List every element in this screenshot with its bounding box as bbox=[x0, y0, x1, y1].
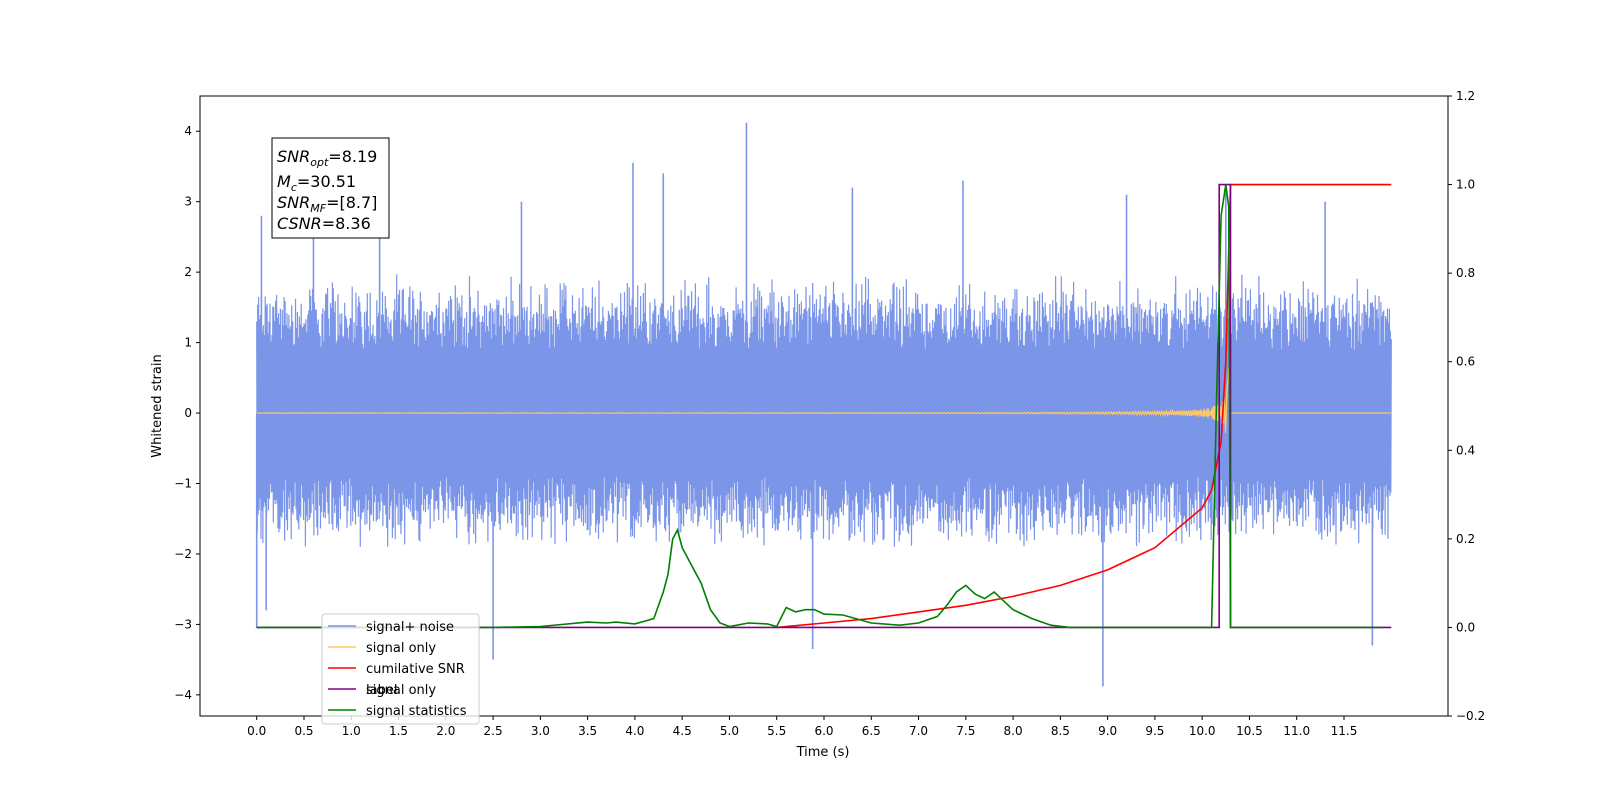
legend-item-signal-only: signal only bbox=[328, 641, 436, 656]
y-axis-left: 4 3 2 1 0 −1 −2 −3 −4 bbox=[174, 124, 200, 702]
right-tick-label: 0.2 bbox=[1456, 532, 1475, 546]
x-tick-label: 2.0 bbox=[436, 724, 455, 738]
y-axis-label: Whitened strain bbox=[150, 354, 165, 457]
x-tick-label: 0.0 bbox=[247, 724, 266, 738]
right-tick-label: 1.2 bbox=[1456, 89, 1475, 103]
x-tick-label: 8.5 bbox=[1051, 724, 1070, 738]
series-signal-only bbox=[256, 366, 1392, 472]
legend: signal+ noise signal only cumilative SNR… bbox=[321, 613, 480, 725]
right-tick-label: 0.0 bbox=[1456, 620, 1475, 634]
legend-item-signal-noise: signal+ noise bbox=[328, 620, 454, 635]
y-axis-right: 1.2 1.0 0.8 0.6 0.4 0.2 0.0 −0.2 bbox=[1448, 89, 1485, 723]
legend-item-cumulative-snr: cumilative SNR bbox=[328, 662, 465, 677]
y-tick-label: −1 bbox=[174, 477, 192, 491]
series-cumulative-snr bbox=[776, 183, 1392, 629]
x-tick-label: 7.0 bbox=[909, 724, 928, 738]
annotation-frame bbox=[271, 137, 390, 239]
x-tick-label: 7.5 bbox=[956, 724, 975, 738]
series-signal-statistics bbox=[256, 184, 1382, 629]
x-tick-label: 11.5 bbox=[1331, 724, 1358, 738]
right-tick-label: −0.2 bbox=[1456, 709, 1485, 723]
right-tick-label: 0.6 bbox=[1456, 355, 1475, 369]
y-tick-label: 2 bbox=[184, 265, 192, 279]
x-tick-label: 5.5 bbox=[767, 724, 786, 738]
x-tick-label: 9.5 bbox=[1145, 724, 1164, 738]
y-tick-label: −4 bbox=[174, 688, 192, 702]
x-tick-label: 5.0 bbox=[720, 724, 739, 738]
x-tick-label: 11.0 bbox=[1283, 724, 1310, 738]
series-signal-noise bbox=[256, 274, 1392, 547]
y-tick-label: −3 bbox=[174, 617, 192, 631]
x-tick-label: 4.0 bbox=[625, 724, 644, 738]
y-tick-label: 3 bbox=[184, 195, 192, 209]
x-tick-label: 10.5 bbox=[1236, 724, 1263, 738]
y-tick-label: 1 bbox=[184, 336, 192, 350]
stats-annotation-box: SNRopt=8.19 Mc=30.51 SNRMF=[8.7] CSNR=8.… bbox=[271, 137, 390, 239]
x-tick-label: 3.0 bbox=[531, 724, 550, 738]
x-tick-label: 4.5 bbox=[673, 724, 692, 738]
x-axis: 0.0 0.5 1.0 1.5 2.0 2.5 3.0 3.5 4.0 4.5 5.0 5.5 6.0 6… bbox=[247, 716, 1357, 738]
x-tick-label: 10.0 bbox=[1189, 724, 1216, 738]
right-tick-label: 0.4 bbox=[1456, 443, 1475, 457]
legend-item-label: signal only label bbox=[328, 683, 436, 698]
annotation-csnr: CSNR=8.36 bbox=[277, 214, 371, 233]
legend-item-signal-statistics: signal statistics bbox=[328, 704, 467, 719]
annotation-snr-opt: SNRopt=8.19 bbox=[277, 147, 377, 169]
x-tick-label: 3.5 bbox=[578, 724, 597, 738]
x-tick-label: 8.0 bbox=[1004, 724, 1023, 738]
plot-area bbox=[255, 122, 1392, 687]
y-tick-label: −2 bbox=[174, 547, 192, 561]
x-tick-label: 1.0 bbox=[342, 724, 361, 738]
legend-frame bbox=[321, 613, 480, 725]
x-tick-label: 0.5 bbox=[294, 724, 313, 738]
legend-label-signal-only: signal only bbox=[366, 641, 436, 656]
x-tick-label: 6.0 bbox=[814, 724, 833, 738]
right-tick-label: 0.8 bbox=[1456, 266, 1475, 280]
x-tick-label: 1.5 bbox=[389, 724, 408, 738]
legend-label-signal-statistics: signal statistics bbox=[366, 704, 467, 719]
y-tick-label: 0 bbox=[184, 406, 192, 420]
annotation-mc: Mc=30.51 bbox=[277, 172, 356, 194]
legend-label-label: label bbox=[366, 683, 397, 698]
x-tick-label: 2.5 bbox=[484, 724, 503, 738]
x-axis-label: Time (s) bbox=[796, 745, 850, 760]
x-tick-label: 6.5 bbox=[862, 724, 881, 738]
legend-hidden-label-only: signal only bbox=[366, 683, 436, 698]
y-tick-label: 4 bbox=[184, 124, 192, 138]
x-tick-label: 9.0 bbox=[1098, 724, 1117, 738]
right-tick-label: 1.0 bbox=[1456, 178, 1475, 192]
legend-label-cumulative-snr: cumilative SNR bbox=[366, 662, 465, 677]
annotation-snr-mf: SNRMF=[8.7] bbox=[277, 193, 377, 215]
legend-label-signal-noise: signal+ noise bbox=[366, 620, 454, 635]
